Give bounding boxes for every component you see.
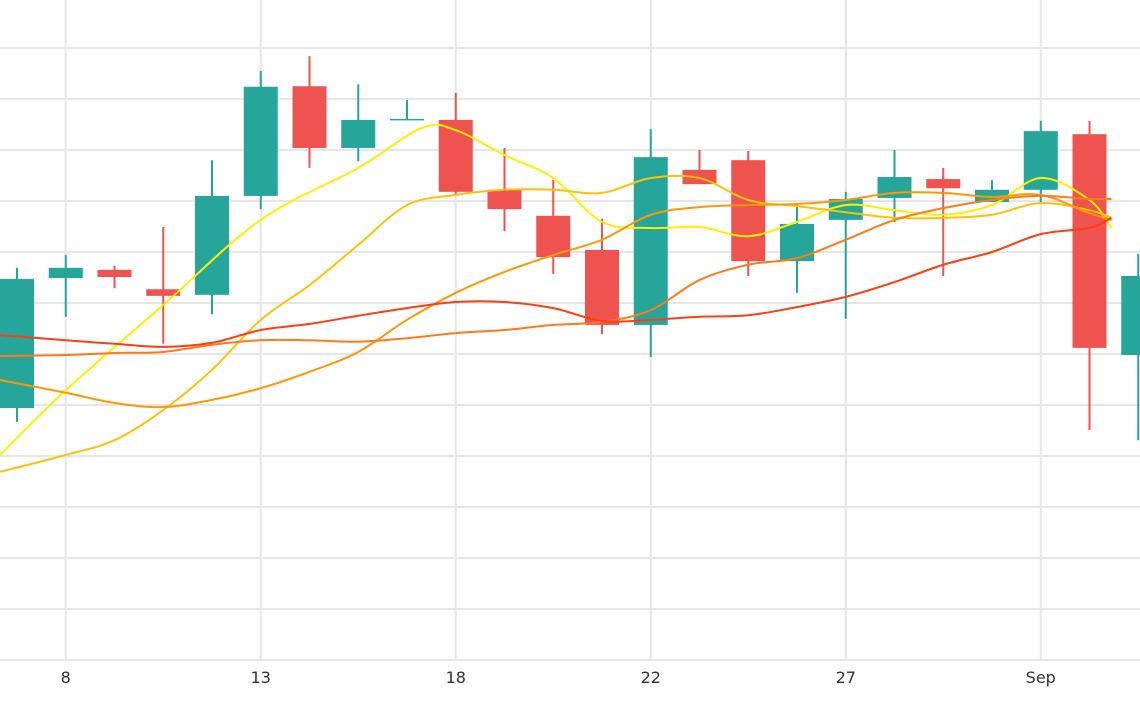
candle-body-down: [585, 249, 619, 325]
candle-body-up: [633, 157, 668, 325]
x-tick-label: 8: [61, 668, 71, 687]
candle-body-up: [195, 195, 229, 295]
candle-body-down: [926, 179, 961, 189]
candle-body-down: [438, 119, 473, 192]
candle-body-down: [1072, 134, 1107, 348]
candle-body-down: [146, 289, 181, 296]
candle-body-down: [292, 86, 327, 148]
grid-lines: [0, 0, 1140, 661]
candle-body-down: [731, 160, 766, 262]
x-tick-label: Sep: [1026, 668, 1056, 687]
candles: [0, 56, 1140, 441]
candle-body-up: [341, 119, 376, 148]
moving-average-lines: [0, 123, 1113, 473]
candle-body-up: [1121, 275, 1140, 356]
x-tick-label: 22: [641, 668, 661, 687]
candle-body-up: [0, 279, 34, 409]
candle-body-down: [487, 189, 522, 210]
candle-body-down: [97, 269, 132, 277]
x-tick-label: 18: [446, 668, 466, 687]
candle-body-up: [48, 267, 83, 279]
ma-4-line: [0, 194, 1112, 358]
candle-body-up: [390, 118, 424, 121]
ma-5-line: [0, 216, 1112, 348]
x-tick-label: 13: [251, 668, 271, 687]
candle-body-down: [536, 215, 571, 258]
ma-1-line: [0, 123, 1113, 456]
candle-body-up: [243, 86, 278, 196]
candle-body-up: [780, 223, 814, 262]
x-tick-label: 27: [836, 668, 856, 687]
ma-2-line: [0, 174, 1112, 473]
ma-3-line: [0, 191, 1112, 409]
x-axis-ticks: 8 13 18 22 27 Sep: [61, 668, 1056, 687]
